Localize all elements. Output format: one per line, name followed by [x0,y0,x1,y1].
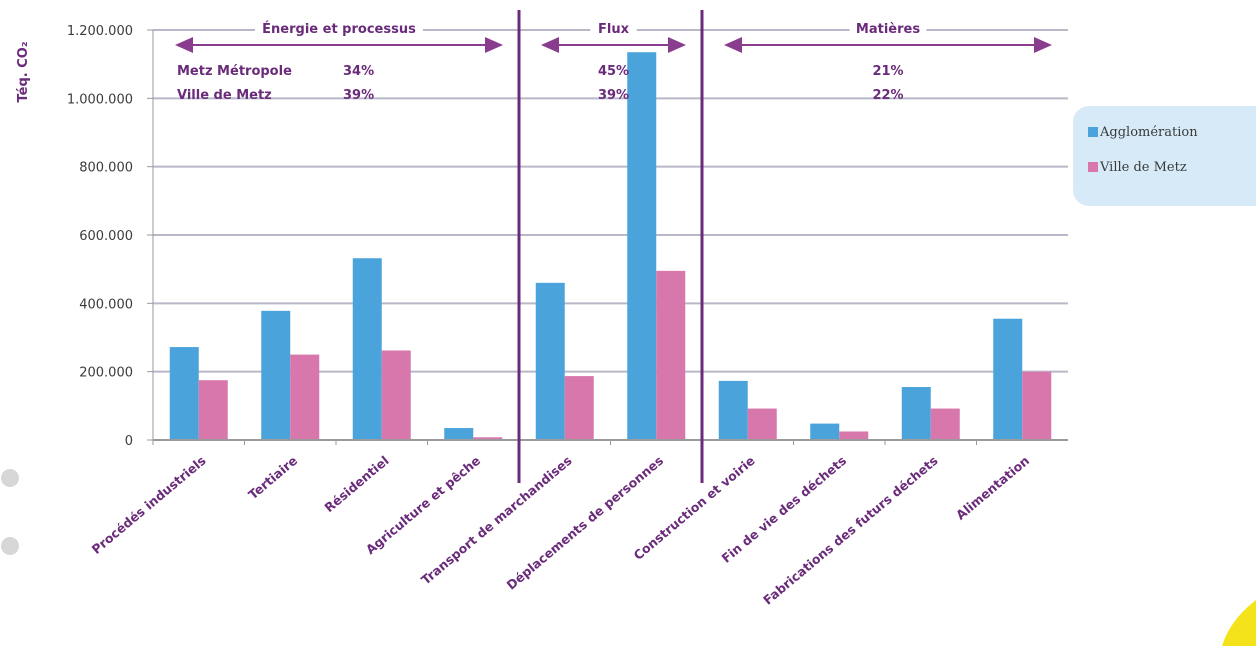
bar-ville-de-metz [564,376,594,440]
x-tick-label: Transport de marchandises [418,453,575,588]
bar-agglomeration [718,380,748,440]
decor-yellow-corner [1222,600,1256,646]
bar-agglomeration [993,318,1023,440]
x-tick-label: Alimentation [953,453,1032,523]
legend: Agglomération Ville de Metz [1073,106,1256,206]
section-title: Énergie et processus [262,21,416,37]
section-line-value: 22% [872,88,903,103]
legend-box [1073,106,1256,206]
y-axis: 0 200.000 400.000 600.000 800.000 1.000.000 1.… [67,24,154,449]
section-line-value: 39% [343,88,374,103]
bar-agglomeration [627,52,657,440]
bar-ville-de-metz [656,270,686,440]
x-tick-label: Tertiaire [245,453,300,503]
section-title-bg [590,18,637,38]
section-line-label: Ville de Metz [177,88,272,103]
section-line-label: Metz Métropole [177,64,292,79]
bar-ville-de-metz [930,408,960,440]
y-tick-label: 1.000.000 [67,92,133,107]
legend-swatch [1088,127,1098,137]
bar-agglomeration [535,282,565,440]
sections: Énergie et processus Metz Métropole 34% Vil… [175,10,1052,483]
section-line-value: 39% [598,88,629,103]
section-title: Matières [856,22,920,37]
section-title-bg [255,18,423,38]
bars [169,52,1052,440]
section-line-value: 34% [343,64,374,79]
y-axis-label: Téq. CO₂ [16,41,31,102]
x-tick-label: Fabrications des futurs déchets [760,453,941,608]
bar-agglomeration [169,347,199,440]
x-tick-label: Résidentiel [321,453,391,515]
bar-agglomeration [352,258,382,440]
y-tick-label: 800.000 [79,161,133,176]
y-tick-label: 400.000 [79,297,133,312]
x-tick-label: Procédés industriels [89,453,209,557]
bar-ville-de-metz [839,431,869,440]
decor-dot-2 [1,537,19,555]
x-axis: Procédés industriels Tertiaire Résidentiel… [89,439,1068,608]
bar-ville-de-metz [473,437,503,440]
y-tick-label: 0 [125,434,133,449]
section-line-value: 21% [872,64,903,79]
decor-dot-1 [1,469,19,487]
legend-swatch [1088,162,1098,172]
y-tick-label: 200.000 [79,366,133,381]
section-title-bg [849,18,927,38]
y-tick-label: 1.200.000 [67,24,133,39]
bar-agglomeration [901,387,931,440]
bar-agglomeration [261,310,291,440]
bar-agglomeration [444,428,474,440]
y-tick-label: 600.000 [79,229,133,244]
page-decoration [1,469,1256,646]
bar-ville-de-metz [747,408,777,440]
bar-ville-de-metz [290,354,320,440]
section-line-value: 45% [598,64,629,79]
bar-ville-de-metz [198,380,228,440]
bar-agglomeration [810,423,840,440]
x-tick-label: Déplacements de personnes [504,453,667,593]
legend-label: Agglomération [1099,125,1198,140]
section-title: Flux [598,22,630,37]
bar-ville-de-metz [381,350,411,440]
legend-label: Ville de Metz [1099,160,1187,175]
bar-ville-de-metz [1022,371,1052,440]
